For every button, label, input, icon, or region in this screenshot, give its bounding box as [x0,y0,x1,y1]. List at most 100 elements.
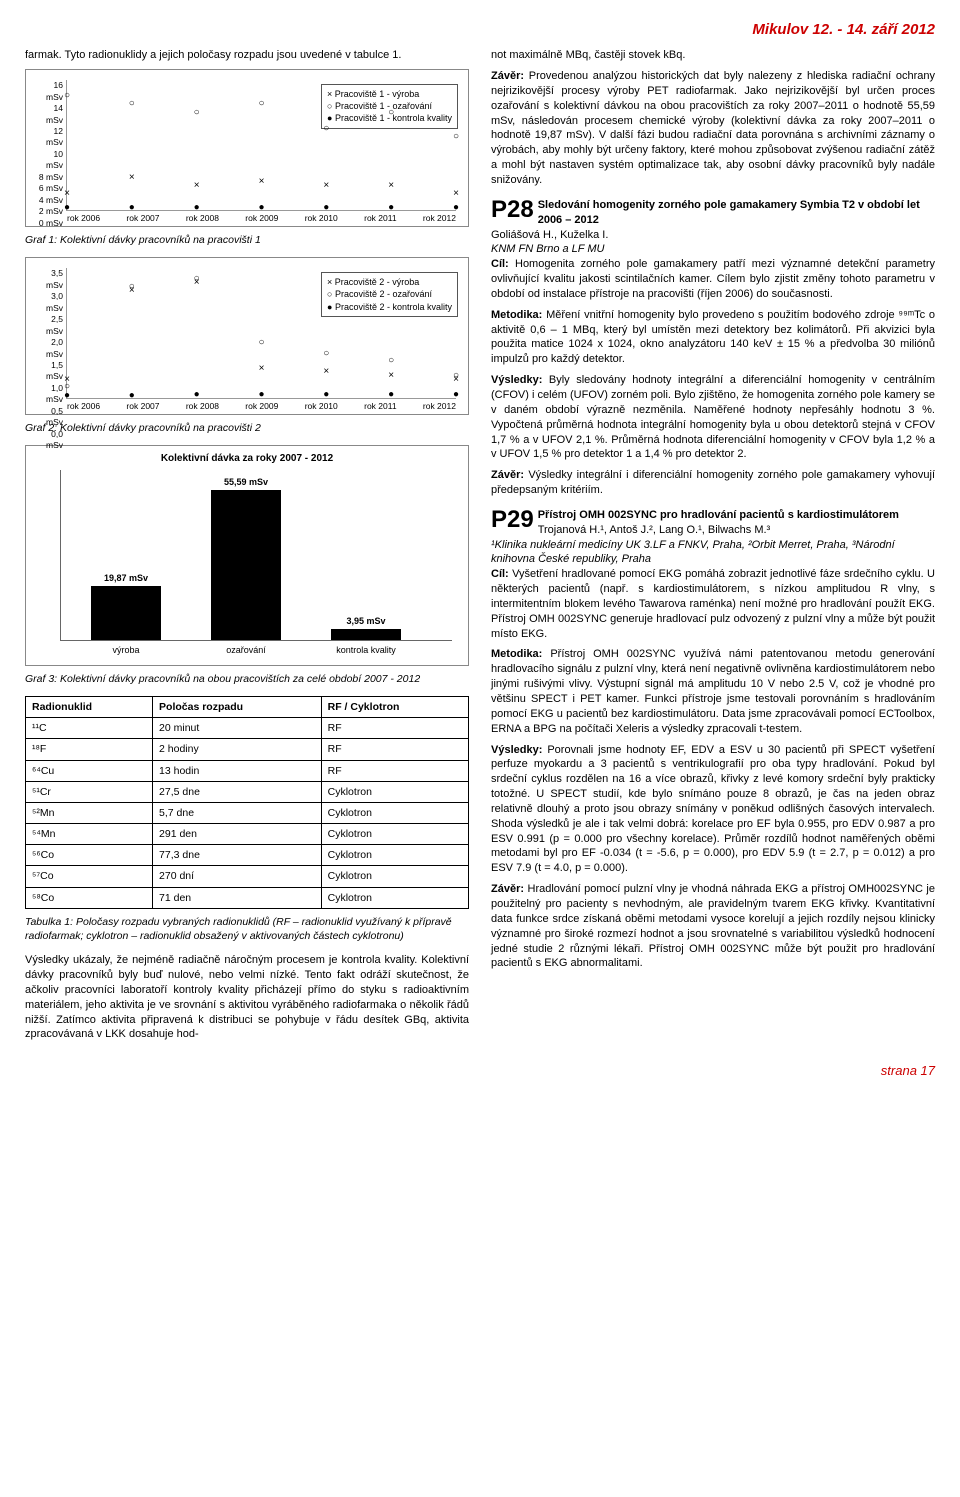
two-column-layout: farmak. Tyto radionuklidy a jejich poloč… [25,48,935,1048]
p28-vysledky: Výsledky: Byly sledovány hodnoty integrá… [491,373,935,462]
text: Přístroj OMH 002SYNC využívá námi patent… [491,648,935,734]
data-point: ○ [388,108,394,118]
xtick: rok 2008 [186,213,219,224]
p29-vysledky: Výsledky: Porovnali jsme hodnoty EF, EDV… [491,743,935,877]
table-cell: 5,7 dne [153,802,322,823]
data-point: × [64,189,70,199]
bar: kontrola kvality3,95 mSv [331,629,401,640]
data-point: × [194,181,200,191]
data-point: × [453,189,459,199]
table-cell: 27,5 dne [153,781,322,802]
data-point: × [259,364,265,374]
left-column: farmak. Tyto radionuklidy a jejich poloč… [25,48,469,1048]
abstract-tag: P28 [491,198,534,222]
p29-cil: Cíl: Vyšetření hradlované pomocí EKG pom… [491,567,935,641]
label: Cíl: [491,258,509,270]
table-cell: ⁵⁸Co [26,887,153,908]
data-point: × [388,371,394,381]
ytick: 14 mSv [37,103,63,126]
table-row: ⁵⁸Co71 denCyklotron [26,887,469,908]
data-point: ● [453,203,459,213]
data-point: ○ [129,282,135,292]
data-point: ● [388,390,394,400]
data-point: × [129,173,135,183]
ytick: 0 mSv [37,218,63,229]
table-cell: ⁵¹Cr [26,781,153,802]
intro-text: farmak. Tyto radionuklidy a jejich poloč… [25,48,469,63]
table-row: ⁵⁶Co77,3 dneCyklotron [26,845,469,866]
ytick: 10 mSv [37,149,63,172]
table-cell: Cyklotron [321,866,468,887]
ytick: 3,5 mSv [37,268,63,291]
text: Měření vnitřní homogenity bylo provedeno… [491,309,935,366]
data-point: ● [388,203,394,213]
data-point: ● [258,390,264,400]
ytick: 3,0 mSv [37,291,63,314]
text: Vyšetření hradlované pomocí EKG pomáhá z… [491,568,935,639]
p28-zaver: Závěr: Výsledky integrální i diferenciál… [491,468,935,498]
bar-category: kontrola kvality [331,644,401,656]
xtick: rok 2010 [305,213,338,224]
chart1-xticks: rok 2006rok 2007rok 2008rok 2009rok 2010… [67,213,456,224]
label: Závěr: [491,469,524,481]
text: Byly sledovány hodnoty integrální a dife… [491,374,935,460]
table-cell: 2 hodiny [153,739,322,760]
xtick: rok 2008 [186,401,219,412]
table-cell: Cyklotron [321,781,468,802]
label: Závěr: [491,883,524,895]
abstract-p29: P29 Přístroj OMH 002SYNC pro hradlování … [491,508,935,567]
p28-metodika: Metodika: Měření vnitřní homogenity bylo… [491,308,935,367]
table-header: RF / Cyklotron [321,697,468,718]
data-point: ○ [453,371,459,381]
bar-value: 19,87 mSv [86,572,166,584]
data-point: ○ [64,91,70,101]
table-cell: 71 den [153,887,322,908]
label: Výsledky: [491,374,542,386]
table-cell: RF [321,760,468,781]
table-row: ⁵⁴Mn291 denCyklotron [26,824,469,845]
venue-header: Mikulov 12. - 14. září 2012 [25,20,935,40]
table-cell: ¹¹C [26,718,153,739]
right-column: not maximálně MBq, častěji stovek kBq. Z… [491,48,935,1048]
page-footer: strana 17 [25,1062,935,1080]
bar: výroba19,87 mSv [91,586,161,640]
conclusion-paragraph: Závěr: Provedenou analýzou historických … [491,69,935,188]
data-point: ○ [388,356,394,366]
ytick: 12 mSv [37,126,63,149]
data-point: ● [129,391,135,401]
ytick: 8 mSv [37,172,63,183]
ytick: 0,5 mSv [37,406,63,429]
chart2-yticks: 3,5 mSv3,0 mSv2,5 mSv2,0 mSv1,5 mSv1,0 m… [37,268,63,398]
bar-value: 3,95 mSv [326,615,406,627]
table-cell: 291 den [153,824,322,845]
abstract-tag: P29 [491,508,534,532]
continuation-text: not maximálně MBq, častěji stovek kBq. [491,48,935,63]
ytick: 2 mSv [37,206,63,217]
label: Výsledky: [491,744,542,756]
xtick: rok 2009 [245,213,278,224]
abstract-title: Sledování homogenity zorného pole gamaka… [538,199,920,226]
table-header: Radionuklid [26,697,153,718]
radionuclide-table: RadionuklidPoločas rozpaduRF / Cyklotron… [25,696,469,909]
xtick: rok 2012 [423,401,456,412]
data-point: ● [129,203,135,213]
data-point: ● [323,390,329,400]
xtick: rok 2006 [67,213,100,224]
text: Homogenita zorného pole gamakamery patří… [491,258,935,300]
table-caption: Tabulka 1: Poločasy rozpadu vybraných ra… [25,915,469,943]
bar: ozařování55,59 mSv [211,490,281,640]
text: Porovnali jsme hodnoty EF, EDV a ESV u 3… [491,744,935,875]
abstract-title: Přístroj OMH 002SYNC pro hradlování paci… [538,509,899,521]
table-cell: RF [321,718,468,739]
ytick: 6 mSv [37,183,63,194]
table-cell: ¹⁸F [26,739,153,760]
chart-2: × Pracoviště 2 - výroba ○ Pracoviště 2 -… [25,257,469,415]
p28-cil: Cíl: Homogenita zorného pole gamakamery … [491,257,935,302]
table-cell: 77,3 dne [153,845,322,866]
data-point: × [259,177,265,187]
label: Cíl: [491,568,509,580]
ytick: 1,5 mSv [37,360,63,383]
table-cell: Cyklotron [321,802,468,823]
p29-metodika: Metodika: Přístroj OMH 002SYNC využívá n… [491,647,935,736]
data-point: ● [64,391,70,401]
